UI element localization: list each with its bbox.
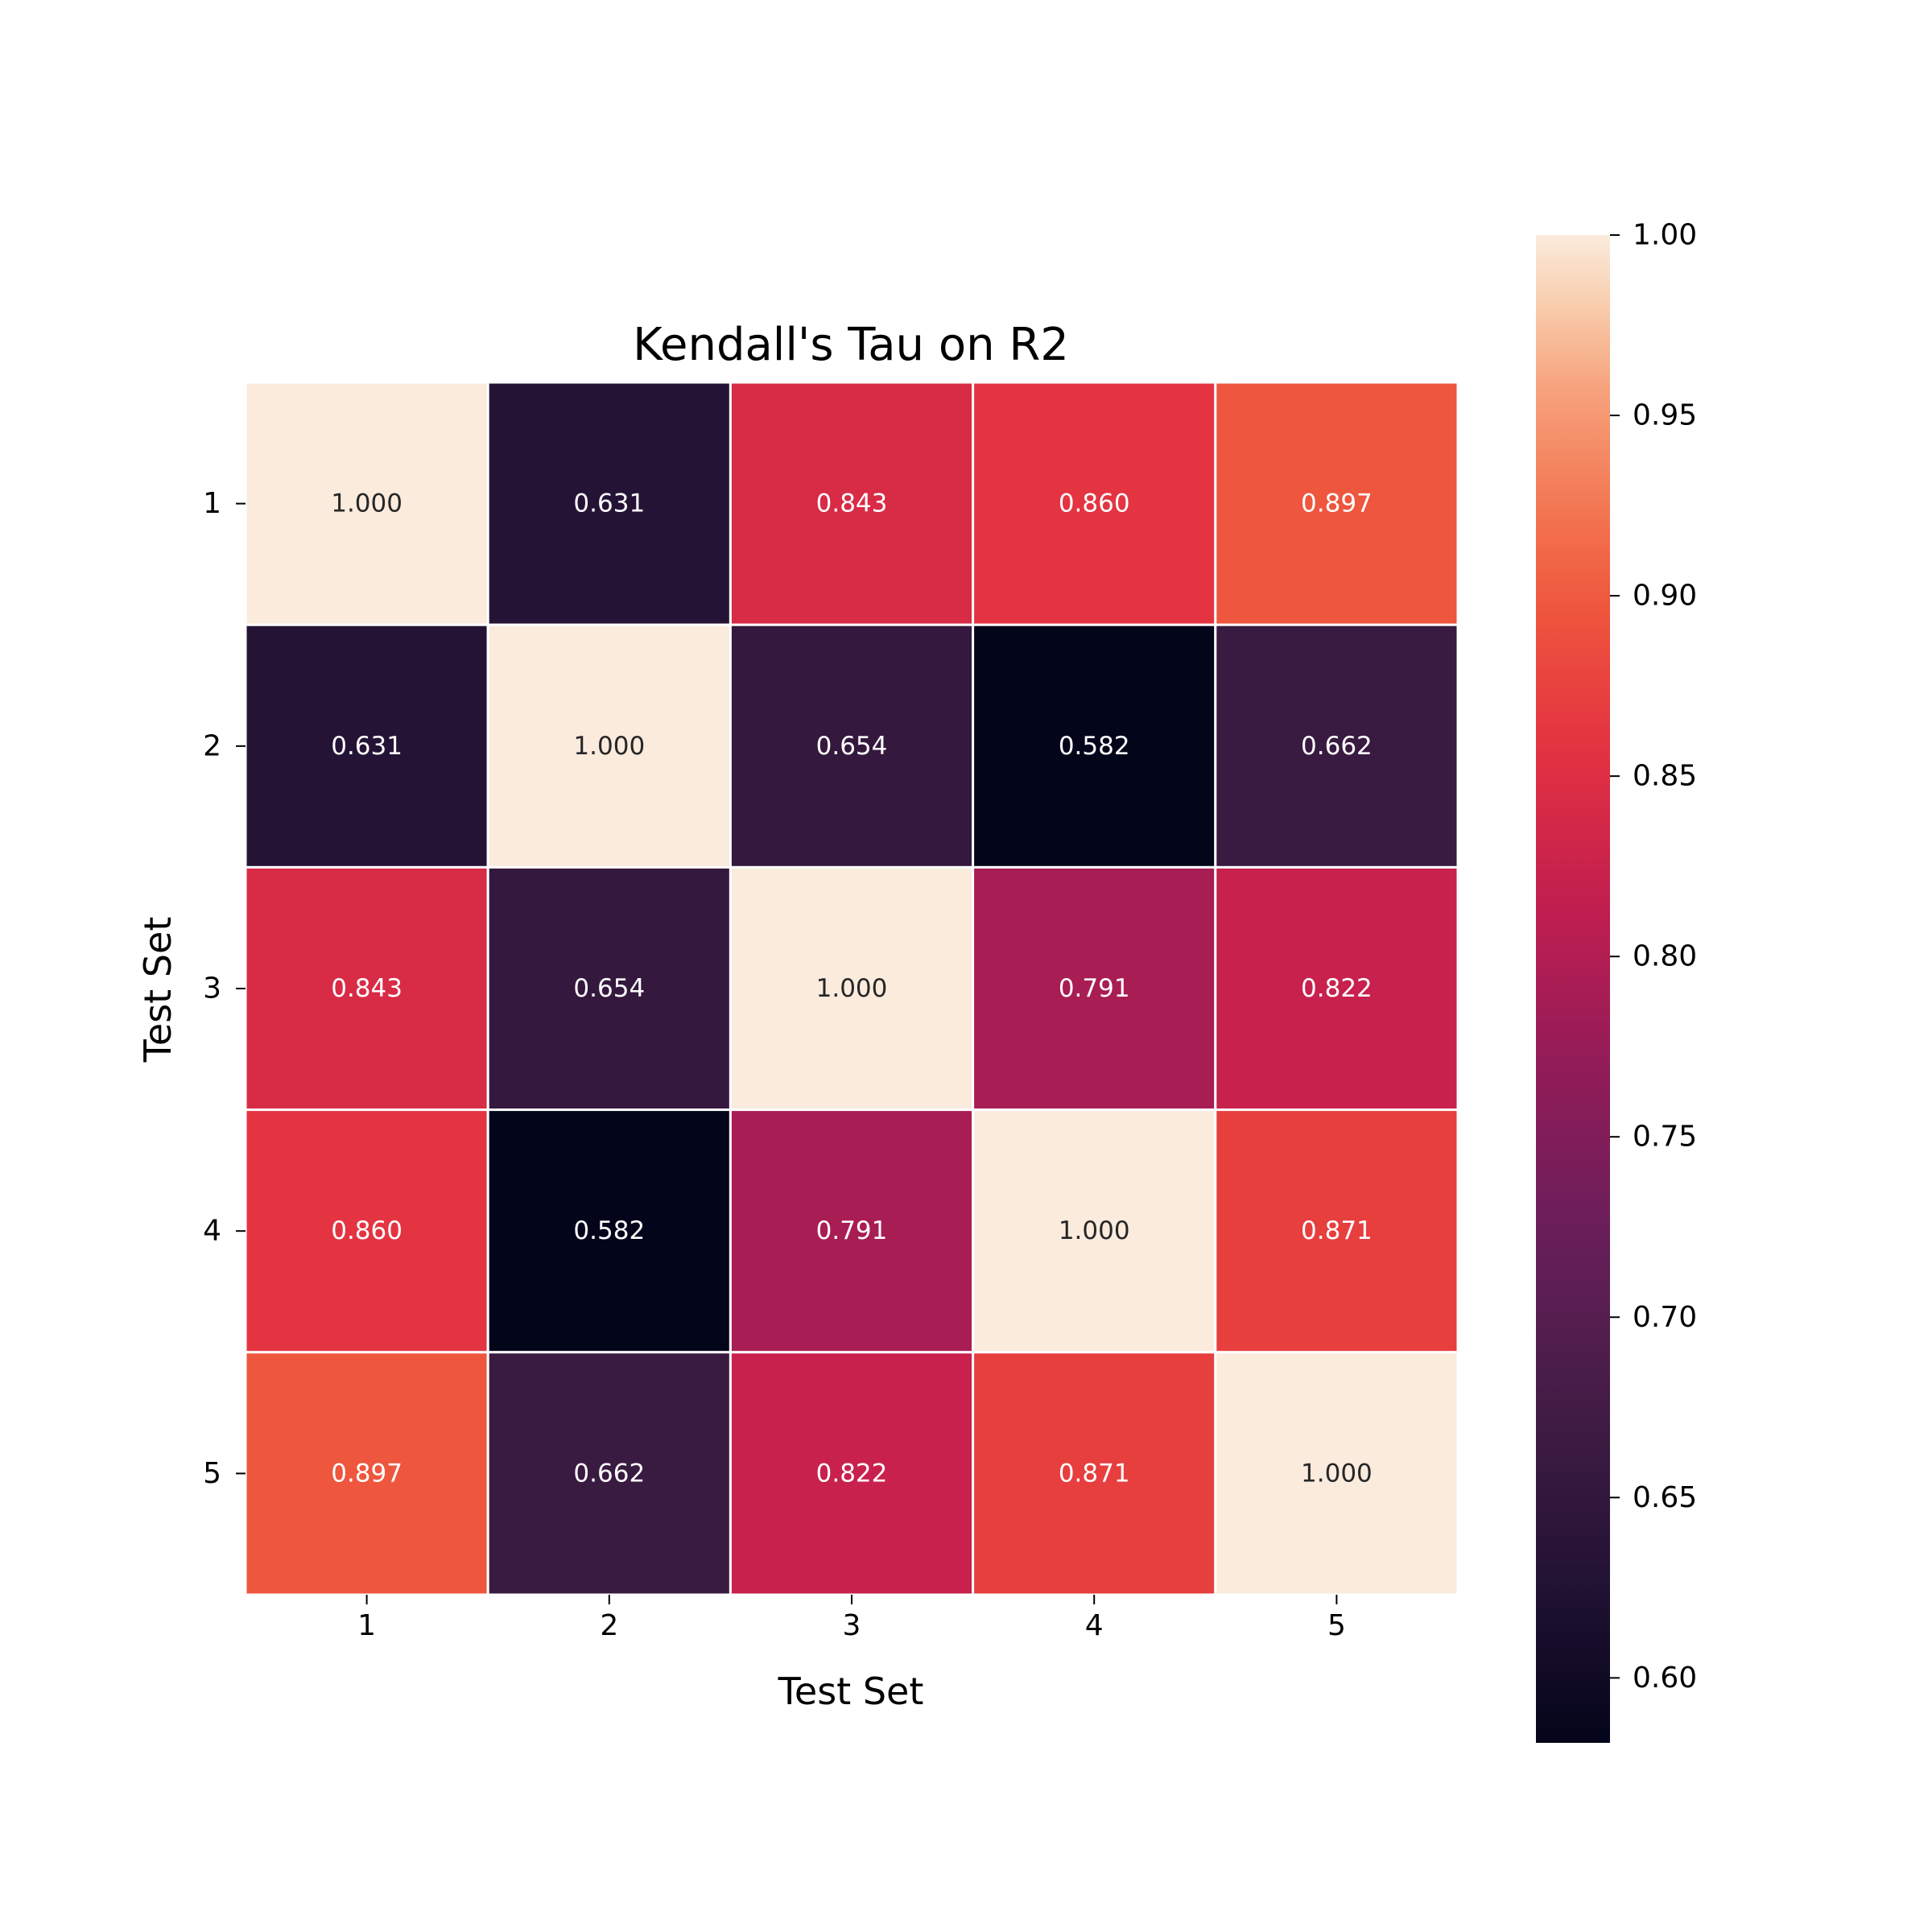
heatmap-cell-r2-c1 (244, 623, 489, 869)
x-tick-label-2: 2 (600, 1609, 618, 1642)
cell-value-label-r5-c2: 0.662 (573, 1459, 645, 1488)
colorbar-tick-label-7: 0.90 (1633, 580, 1697, 613)
heatmap-cell-r1-c5 (1214, 381, 1459, 626)
cell-value-label-r3-c5: 0.822 (1301, 974, 1373, 1003)
cell-value-label-r2-c3: 0.654 (816, 732, 888, 761)
heatmap-cell-r5-c5 (1214, 1351, 1459, 1596)
heatmap-cell-r4-c2 (486, 1108, 732, 1354)
heatmap-cells: 1.000 0.631 0.843 0.860 0.897 0.631 1.000 0.654… (244, 381, 1459, 1596)
cell-value-label-r2-c5: 0.662 (1301, 732, 1373, 761)
heatmap-cell-r3-c4 (972, 865, 1217, 1112)
cell-value-label-r5-c1: 0.897 (331, 1459, 402, 1488)
colorbar-tick-label-5: 0.80 (1633, 940, 1697, 973)
colorbar (1536, 235, 1610, 1743)
colorbar-tick-label-9: 1.00 (1633, 219, 1697, 252)
colorbar-tick-label-8: 0.95 (1633, 399, 1697, 432)
cell-value-label-r1-c5: 0.897 (1301, 489, 1373, 518)
x-axis: 1 2 3 4 5 (357, 1595, 1346, 1642)
cell-value-label-r4-c5: 0.871 (1301, 1216, 1373, 1245)
cell-value-label-r2-c1: 0.631 (331, 732, 402, 761)
cell-value-label-r4-c3: 0.791 (816, 1216, 888, 1245)
heatmap-cell-r1-c2 (486, 381, 732, 626)
cell-value-label-r1-c1: 1.000 (331, 489, 402, 518)
heatmap-cell-r1-c1 (244, 381, 489, 626)
y-axis-label: Test Set (136, 917, 180, 1063)
cell-value-label-r3-c1: 0.843 (331, 974, 402, 1003)
cell-value-label-r5-c5: 1.000 (1301, 1459, 1373, 1488)
colorbar-tick-label-1: 0.60 (1633, 1662, 1697, 1695)
heatmap-cell-r1-c3 (729, 381, 975, 626)
heatmap-cell-r3-c3 (729, 865, 975, 1112)
y-tick-label-4: 4 (203, 1215, 221, 1248)
x-tick-label-1: 1 (357, 1609, 376, 1642)
x-tick-label-3: 3 (843, 1609, 861, 1642)
heatmap-cell-r5-c1 (244, 1351, 489, 1596)
heatmap-cell-r3-c5 (1214, 865, 1459, 1112)
cell-value-label-r4-c1: 0.860 (331, 1216, 402, 1245)
colorbar-tick-label-2: 0.65 (1633, 1481, 1697, 1514)
heatmap-cell-r2-c5 (1214, 623, 1459, 869)
heatmap-cell-r1-c4 (972, 381, 1217, 626)
cell-value-label-r3-c2: 0.654 (573, 974, 645, 1003)
x-tick-label-5: 5 (1327, 1609, 1346, 1642)
heatmap-cell-r2-c3 (729, 623, 975, 869)
cell-value-label-r4-c4: 1.000 (1059, 1216, 1130, 1245)
y-tick-label-5: 5 (203, 1457, 221, 1490)
cell-value-label-r2-c2: 1.000 (573, 732, 645, 761)
cell-value-label-r5-c4: 0.871 (1059, 1459, 1130, 1488)
colorbar-tick-label-4: 0.75 (1633, 1121, 1697, 1154)
heatmap-cell-r4-c5 (1214, 1108, 1459, 1354)
cell-value-label-r3-c4: 0.791 (1059, 974, 1130, 1003)
y-tick-label-1: 1 (203, 487, 221, 520)
colorbar-ticks: 0.60 0.65 0.70 0.75 0.80 0.85 0.90 0.95 1.00 (1610, 219, 1697, 1695)
heatmap-cell-r4-c4 (972, 1108, 1217, 1354)
cell-value-label-r2-c4: 0.582 (1059, 732, 1130, 761)
colorbar-tick-label-3: 0.70 (1633, 1301, 1697, 1334)
cell-value-label-r1-c2: 0.631 (573, 489, 645, 518)
chart-title: Kendall's Tau on R2 (633, 319, 1069, 371)
x-axis-label: Test Set (778, 1670, 924, 1713)
colorbar-tick-label-6: 0.85 (1633, 760, 1697, 793)
cell-value-label-r1-c4: 0.860 (1059, 489, 1130, 518)
x-tick-label-4: 4 (1085, 1609, 1104, 1642)
y-axis: 1 2 3 4 5 (203, 487, 246, 1490)
cell-value-label-r5-c3: 0.822 (816, 1459, 888, 1488)
cell-value-label-r4-c2: 0.582 (573, 1216, 645, 1245)
cell-value-label-r3-c3: 1.000 (816, 974, 888, 1003)
cell-value-label-r1-c3: 0.843 (816, 489, 888, 518)
heatmap-cell-r5-c3 (729, 1351, 975, 1596)
heatmap-cell-r4-c3 (729, 1108, 975, 1354)
heatmap-cell-r3-c2 (486, 865, 732, 1112)
heatmap-cell-r5-c2 (486, 1351, 732, 1596)
y-tick-label-2: 2 (203, 729, 221, 762)
y-tick-label-3: 3 (203, 972, 221, 1005)
